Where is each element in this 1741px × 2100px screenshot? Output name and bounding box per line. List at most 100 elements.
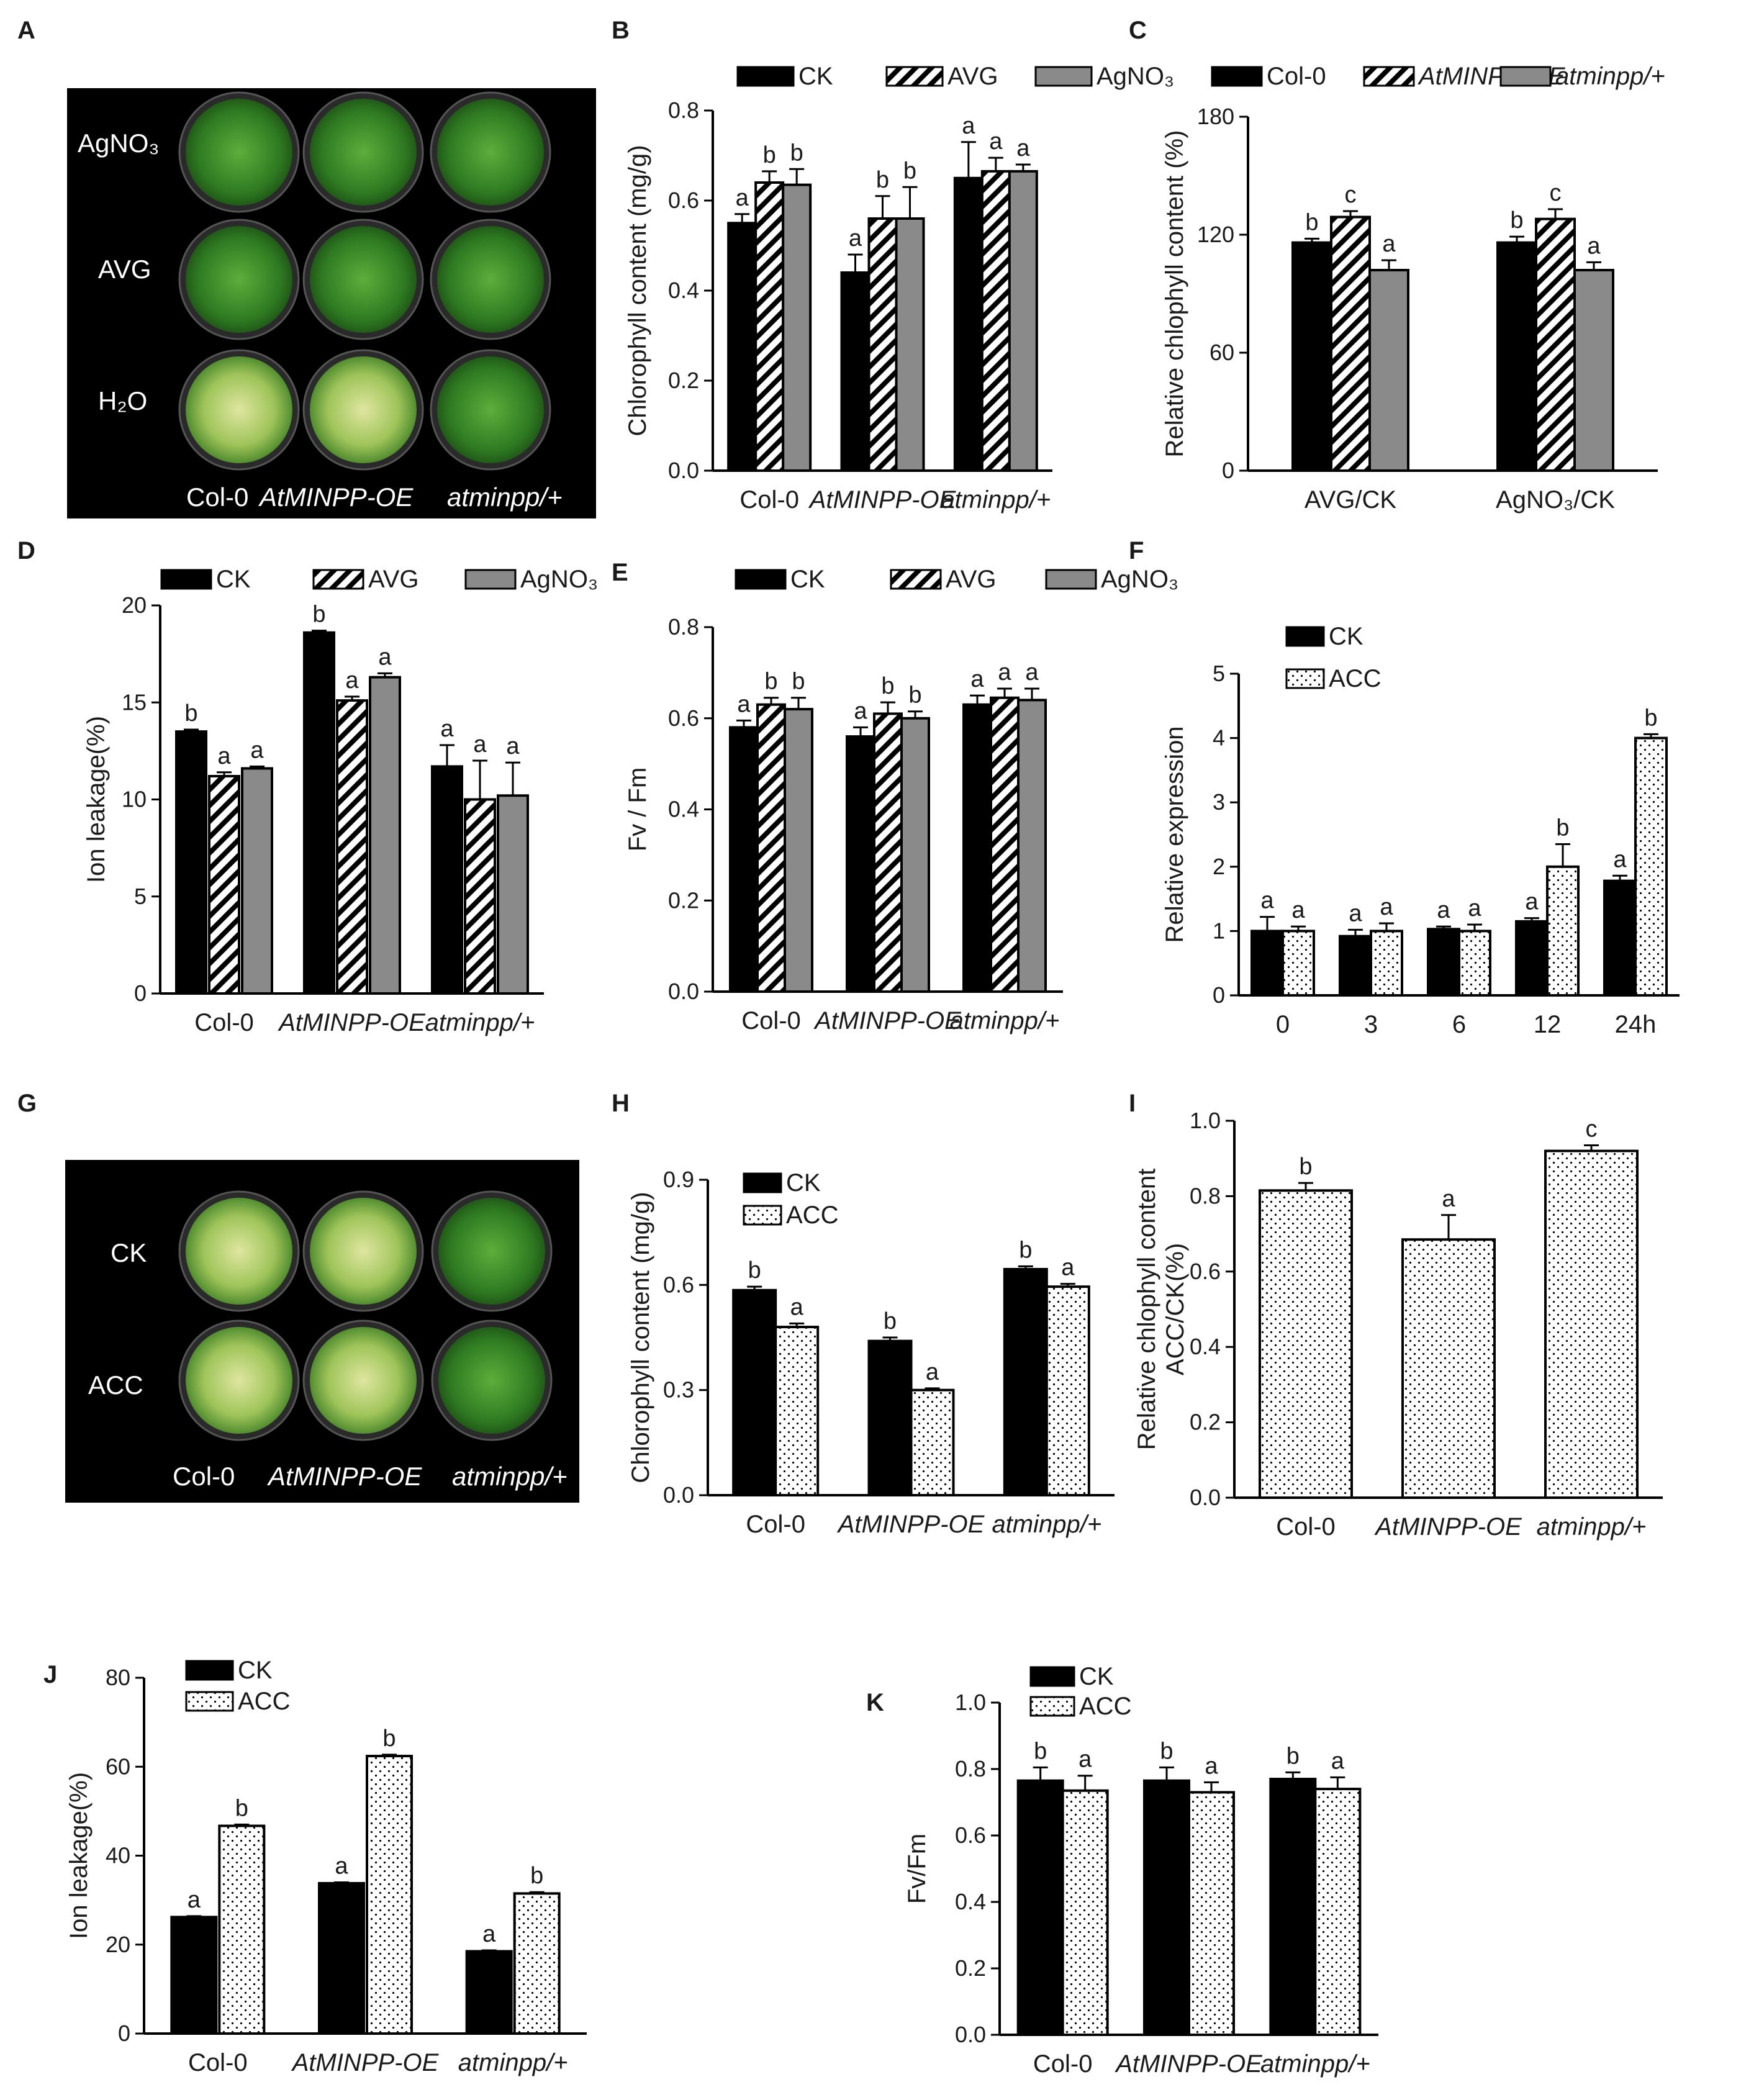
bar-h <box>732 1288 777 1497</box>
y-tick-label: 80 <box>106 1665 130 1690</box>
significance-label: a <box>737 691 751 717</box>
bar-b <box>727 222 757 472</box>
x-category-label: 6 <box>1452 1011 1466 1038</box>
significance-label: a <box>250 737 264 763</box>
bar-k <box>1016 1779 1064 2037</box>
bar-h <box>1003 1267 1048 1497</box>
y-tick-label: 20 <box>122 592 147 618</box>
y-axis-label: Relative chlophyll contentACC/CK(%) <box>1133 1169 1189 1451</box>
y-axis-label: Chlorophyll content (mg/g) <box>627 1192 654 1483</box>
significance-label: c <box>1345 182 1357 208</box>
y-tick-label: 0.6 <box>663 1272 694 1297</box>
chart-h: 0.0 0.3 0.6 0.9 Chlorophyll content (mg/g) b a… <box>627 1167 1115 1538</box>
bar-d <box>175 730 207 995</box>
significance-label: b <box>764 669 777 695</box>
bar-j <box>513 1892 561 2035</box>
significance-label: b <box>1644 705 1657 731</box>
bar-b <box>782 183 812 472</box>
significance-label: a <box>482 1921 496 1947</box>
panel-letter-c: C <box>1129 17 1147 44</box>
significance-label: b <box>382 1726 396 1752</box>
y-tick-label: 20 <box>106 1932 130 1957</box>
y-tick-label: 0.0 <box>668 979 699 1004</box>
seedling-cluster <box>310 99 417 206</box>
significance-label: a <box>1079 1747 1092 1773</box>
photo-a-row-label-agno3: AgNO₃ <box>78 129 159 158</box>
photo-panel-a: AgNO₃ AVG H₂O Col-0 AtMINPP-OE atminpp/+ <box>67 88 596 518</box>
y-tick-label: 15 <box>122 689 147 715</box>
bar-j <box>366 1755 413 2035</box>
bar-e <box>756 703 786 993</box>
photo-g-row-label-acc: ACC <box>88 1370 143 1400</box>
legend-swatch <box>736 66 795 87</box>
x-category-label: Col-0 <box>1033 2050 1093 2078</box>
legend-label: CK <box>790 566 825 593</box>
panel-letter-a: A <box>17 17 35 44</box>
bar-b <box>840 271 870 472</box>
y-tick-label: 0.6 <box>955 1822 986 1848</box>
bar-k <box>1143 1779 1190 2037</box>
y-tick-label: 0.2 <box>668 887 699 913</box>
bar-e <box>1017 699 1047 993</box>
significance-label: b <box>184 700 197 726</box>
bar-i <box>1401 1238 1496 1499</box>
y-tick-label: 1.0 <box>955 1690 986 1715</box>
seedling-cluster <box>186 1327 292 1434</box>
bar-h <box>1045 1285 1090 1496</box>
significance-label: a <box>854 698 867 724</box>
x-category-label: AtMINPP-OE <box>1115 2050 1263 2078</box>
significance-label: b <box>748 1257 761 1283</box>
legend-swatch <box>1034 66 1093 87</box>
bar-d <box>464 798 496 995</box>
legend-swatch <box>1285 668 1325 689</box>
significance-label: b <box>908 682 921 708</box>
photo-g-col-label-col0: Col-0 <box>173 1462 235 1491</box>
significance-label: a <box>989 129 1003 155</box>
x-category-label: Col-0 <box>741 1007 801 1034</box>
seedling-cluster <box>438 1198 545 1305</box>
photo-g-col-label-oe: AtMINPP-OE <box>266 1462 422 1491</box>
significance-label: b <box>790 140 803 166</box>
bar-i <box>1259 1189 1353 1500</box>
legend-label: AgNO₃ <box>1097 63 1174 90</box>
x-category-label: AgNO₃/CK <box>1496 486 1615 514</box>
y-tick-label: 0.9 <box>663 1167 694 1192</box>
y-tick-label: 0.0 <box>668 458 699 483</box>
legend-swatch <box>885 66 944 87</box>
significance-label: a <box>970 666 984 692</box>
legend-label: ACC <box>786 1202 838 1229</box>
legend-swatch <box>160 569 212 590</box>
bar-e <box>962 703 992 993</box>
y-tick-label: 0.0 <box>1190 1485 1221 1510</box>
legend-label: CK <box>238 1657 273 1684</box>
y-tick-label: 180 <box>1197 104 1234 129</box>
charts-layer: 0.0 0.2 0.4 0.6 0.8 Chlorophyll content (mg/g… <box>65 63 1680 2078</box>
seedling-cluster <box>437 226 544 333</box>
y-tick-label: 5 <box>134 884 147 909</box>
bar-c <box>1573 269 1614 472</box>
y-tick-label: 0.3 <box>663 1377 694 1403</box>
y-tick-label: 0.6 <box>668 705 699 731</box>
bar-j <box>218 1824 266 2035</box>
bar-d <box>208 775 240 995</box>
legend-swatch <box>1045 569 1097 590</box>
bar-h <box>867 1339 913 1497</box>
significance-label: a <box>790 1294 804 1320</box>
significance-label: a <box>998 659 1011 686</box>
panel-letter-f: F <box>1129 537 1144 564</box>
x-category-label: Col-0 <box>194 1009 254 1036</box>
y-tick-label: 0 <box>1213 982 1225 1008</box>
legend-swatch <box>464 569 517 590</box>
x-category-label: atminpp/+ <box>1260 2050 1370 2078</box>
significance-label: b <box>884 1308 897 1334</box>
legend-swatch <box>312 569 364 590</box>
seedling-cluster <box>186 226 292 333</box>
significance-label: a <box>1587 233 1601 259</box>
y-tick-label: 120 <box>1197 222 1234 247</box>
bar-i <box>1544 1149 1639 1500</box>
legend-label: AVG <box>368 566 419 593</box>
bar-c <box>1368 269 1409 472</box>
x-category-label: AVG/CK <box>1305 486 1397 514</box>
y-tick-label: 0.4 <box>955 1889 986 1914</box>
significance-label: a <box>1437 897 1450 923</box>
